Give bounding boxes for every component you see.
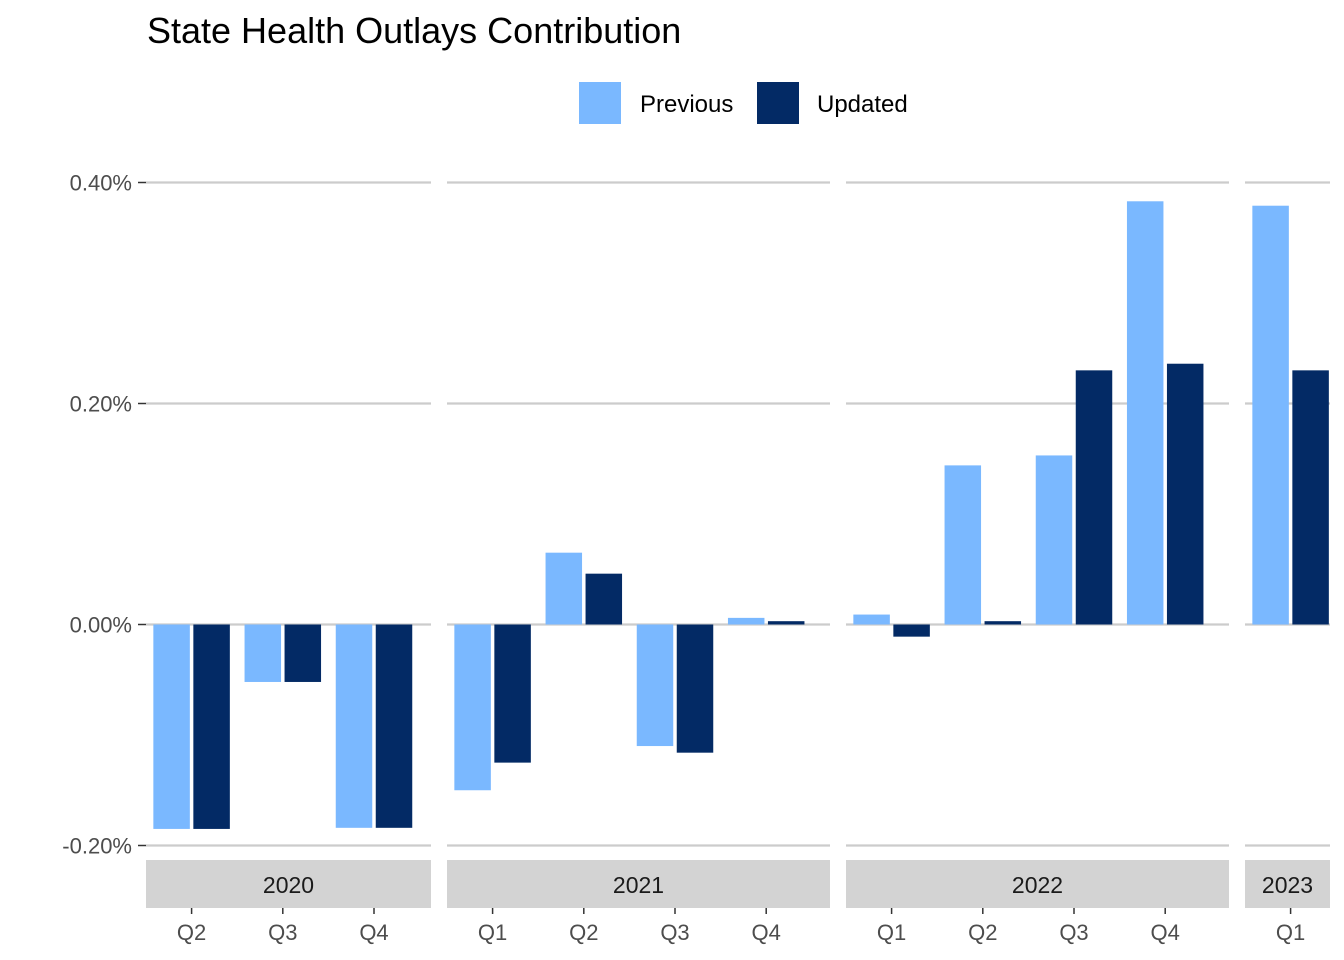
facet-panel-2021: Q1 Q2 Q3 Q4 2021 (447, 181, 830, 945)
bar-previous-2022-Q4 (1126, 201, 1164, 625)
x-tick-label: Q3 (1059, 920, 1088, 945)
facet-strip (146, 860, 431, 908)
x-tick-label: Q2 (968, 920, 997, 945)
legend-swatch-previous (579, 82, 621, 124)
x-tick-label: Q2 (569, 920, 598, 945)
y-tick-label: -0.20% (62, 834, 132, 859)
x-tick-label: Q4 (1151, 920, 1180, 945)
y-tick-label: 0.40% (70, 171, 132, 196)
bar-previous-2021-Q3 (636, 624, 674, 747)
facet-strip-label: 2022 (1012, 872, 1063, 898)
bar-updated-2023-Q1 (1292, 370, 1329, 625)
x-tick-label: Q4 (752, 920, 781, 945)
bar-previous-2022-Q3 (1035, 455, 1073, 625)
y-axis: 0.40% 0.20% 0.00% -0.20% (62, 171, 146, 859)
legend-swatch-updated (757, 82, 799, 124)
bar-previous-2020-Q2 (153, 624, 190, 829)
facet-panel-2023: Q1 2023 (1245, 181, 1330, 945)
chart-title: State Health Outlays Contribution (147, 10, 681, 51)
legend-label-updated: Updated (817, 91, 908, 118)
x-tick-label: Q2 (177, 920, 206, 945)
x-tick-label: Q3 (660, 920, 689, 945)
bar-previous-2021-Q4 (727, 617, 765, 625)
bar-previous-2023-Q1 (1252, 205, 1289, 625)
bar-previous-2022-Q1 (853, 614, 890, 625)
bar-updated-2022-Q2 (984, 621, 1022, 625)
bar-previous-2020-Q3 (244, 624, 282, 682)
facet-strip (846, 860, 1229, 908)
bar-updated-2021-Q1 (494, 624, 531, 763)
bar-updated-2020-Q2 (193, 624, 230, 829)
facet-strip (1245, 860, 1330, 908)
facet-panel-2020: Q2 Q3 Q4 2020 (146, 181, 431, 945)
bar-updated-2021-Q4 (767, 621, 805, 625)
y-tick-label: 0.00% (70, 613, 132, 638)
facet-panels: Q2 Q3 Q4 2020 Q1 Q2 Q3 Q4 2021 Q1 Q2 Q3 Q4 2022 Q1 2023 (146, 181, 1330, 945)
facet-strip (447, 860, 830, 908)
facet-strip-label: 2020 (263, 872, 314, 898)
bar-previous-2020-Q4 (335, 624, 373, 828)
facet-panel-2022: Q1 Q2 Q3 Q4 2022 (846, 181, 1229, 945)
x-tick-label: Q1 (877, 920, 906, 945)
bar-updated-2022-Q3 (1075, 370, 1113, 625)
bar-previous-2021-Q2 (545, 552, 583, 625)
facet-strip-label: 2023 (1262, 872, 1313, 898)
facet-strip-label: 2021 (613, 872, 664, 898)
bar-updated-2020-Q3 (284, 624, 322, 682)
legend: Previous Updated (579, 82, 908, 124)
bar-updated-2022-Q1 (893, 624, 930, 637)
x-tick-label: Q3 (268, 920, 297, 945)
bar-previous-2022-Q2 (944, 465, 982, 625)
y-tick-label: 0.20% (70, 392, 132, 417)
bar-updated-2020-Q4 (375, 624, 413, 828)
x-tick-label: Q1 (1276, 920, 1305, 945)
bar-updated-2022-Q4 (1166, 363, 1204, 625)
x-tick-label: Q4 (359, 920, 388, 945)
bar-updated-2021-Q2 (585, 573, 623, 625)
x-tick-label: Q1 (478, 920, 507, 945)
bar-updated-2021-Q3 (676, 624, 714, 753)
bar-previous-2021-Q1 (454, 624, 491, 791)
legend-label-previous: Previous (640, 91, 733, 118)
